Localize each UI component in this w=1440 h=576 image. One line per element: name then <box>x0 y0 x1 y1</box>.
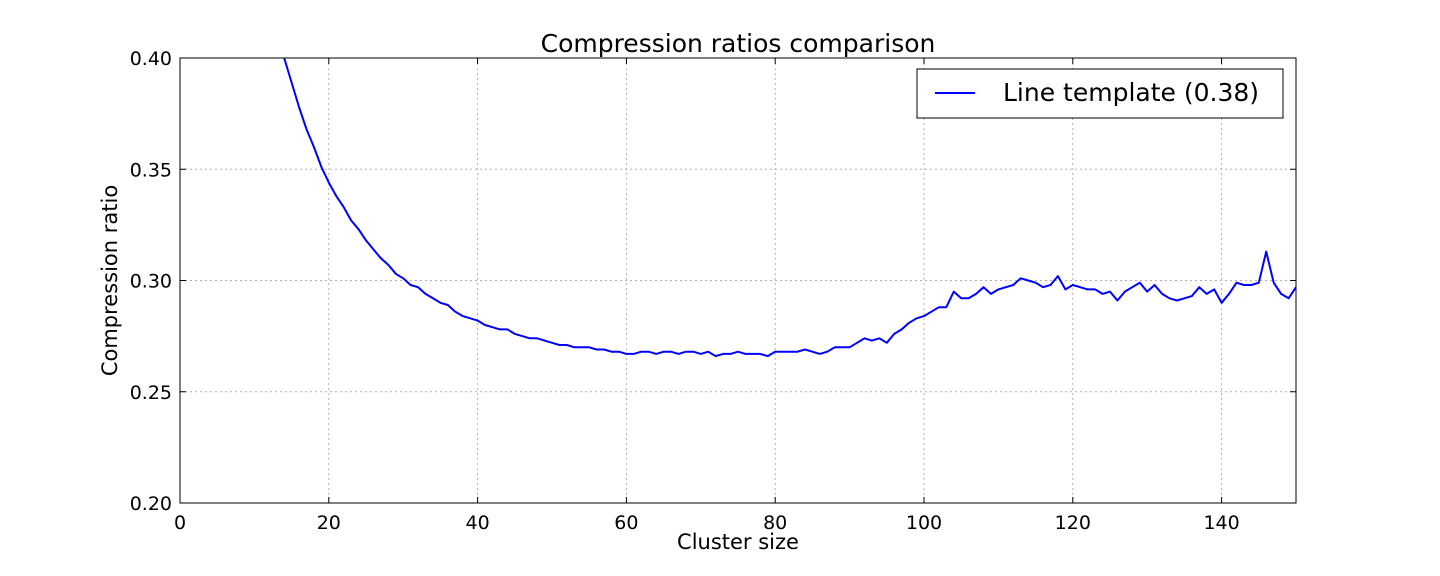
x-tick-label: 20 <box>317 512 341 534</box>
x-tick-label: 0 <box>174 512 186 534</box>
y-tick-label: 0.25 <box>130 382 172 404</box>
y-tick-label: 0.35 <box>130 159 172 181</box>
series-layer <box>283 58 1296 358</box>
y-tick-label: 0.30 <box>130 271 172 293</box>
x-tick-label: 100 <box>906 512 942 534</box>
grid-lines <box>180 58 1296 503</box>
series-line <box>283 58 1296 358</box>
y-axis-title: Compression ratio <box>98 185 122 376</box>
x-tick-label: 120 <box>1055 512 1091 534</box>
x-tick-label: 60 <box>614 512 638 534</box>
y-tick-label: 0.20 <box>130 493 172 515</box>
x-tick-label: 80 <box>763 512 787 534</box>
x-tick-label: 140 <box>1203 512 1239 534</box>
legend-label: Line template (0.38) <box>1003 78 1259 107</box>
x-axis-title: Cluster size <box>677 530 799 554</box>
x-tick-label: 40 <box>466 512 490 534</box>
chart-title: Compression ratios comparison <box>541 29 936 58</box>
legend-box <box>916 68 1284 119</box>
axis-ticks: 0 20 40 60 80 100 120 140 0.20 0.25 0.30 0.35 0.40 <box>130 48 1296 534</box>
legend: Line template (0.38) <box>916 68 1284 119</box>
y-tick-label: 0.40 <box>130 48 172 70</box>
